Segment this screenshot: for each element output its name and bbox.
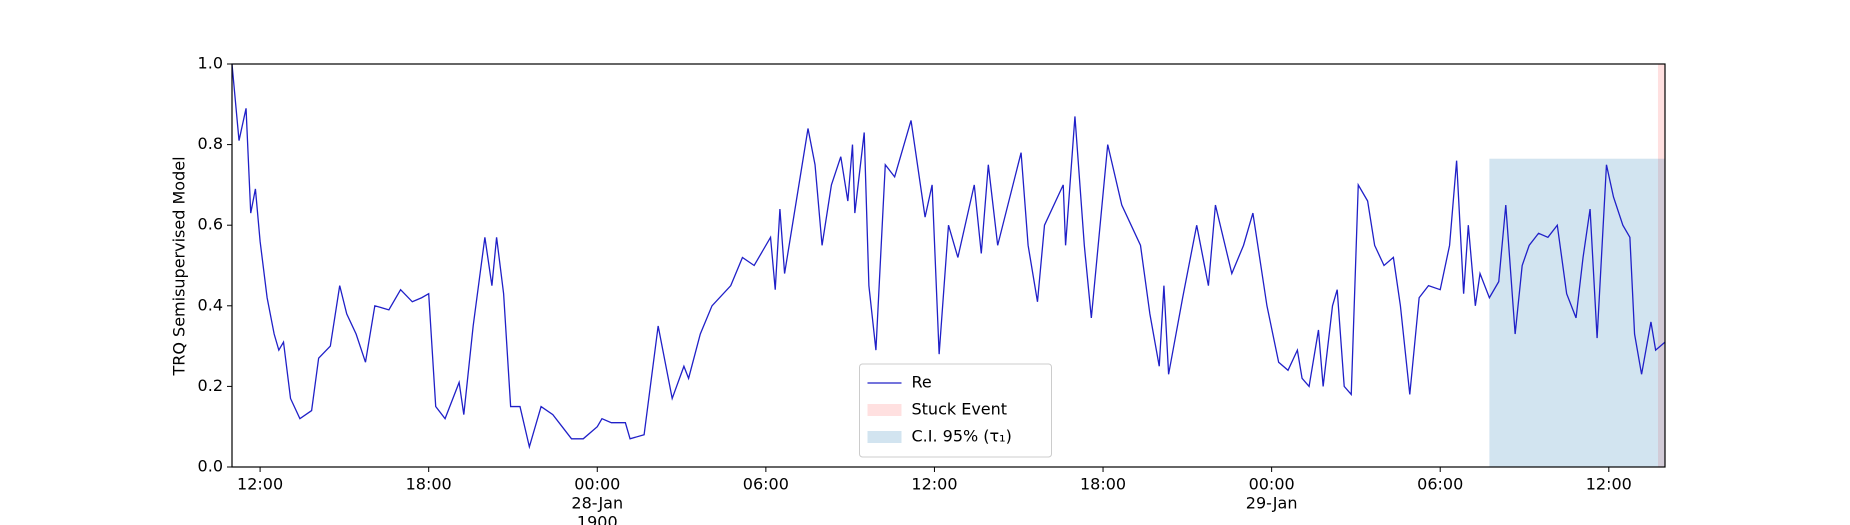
y-tick-label: 1.0: [198, 54, 223, 73]
legend-box: [859, 363, 1052, 458]
legend-label: C.I. 95% (τ₁): [912, 427, 1012, 446]
x-tick-label: 00:00: [1249, 475, 1295, 494]
legend-swatch: [867, 404, 902, 416]
legend-swatch: [867, 431, 902, 443]
x-tick-label: 18:00: [406, 475, 452, 494]
y-tick-label: 0.2: [198, 376, 223, 395]
x-tick-label: 06:00: [1417, 475, 1463, 494]
x-tick-label: 00:00: [574, 475, 620, 494]
x-tick-label: 18:00: [1080, 475, 1126, 494]
y-axis-label: TRQ Semisupervised Model: [170, 156, 189, 376]
y-tick-label: 0.8: [198, 134, 223, 153]
legend-label: Stuck Event: [912, 400, 1008, 419]
x-tick-label: 12:00: [1586, 475, 1632, 494]
span: [1657, 64, 1665, 467]
plot-frame: [231, 63, 1666, 468]
x-tick-label: 12:00: [237, 475, 283, 494]
legend: Re Stuck Event C.I. 95% (τ₁): [859, 363, 1052, 458]
data-line: [231, 63, 1666, 450]
legend-label: Re: [912, 373, 932, 392]
x-tick-label: 29-Jan: [1246, 494, 1298, 513]
y-tick-label: 0.0: [198, 457, 223, 476]
x-tick-label: 06:00: [743, 475, 789, 494]
x-tick-label: 12:00: [911, 475, 957, 494]
x-tick-label: 28-Jan: [571, 494, 623, 513]
y-tick-label: 0.4: [198, 295, 223, 314]
x-tick-label: 1900: [577, 513, 618, 525]
y-tick-label: 0.6: [198, 215, 223, 234]
